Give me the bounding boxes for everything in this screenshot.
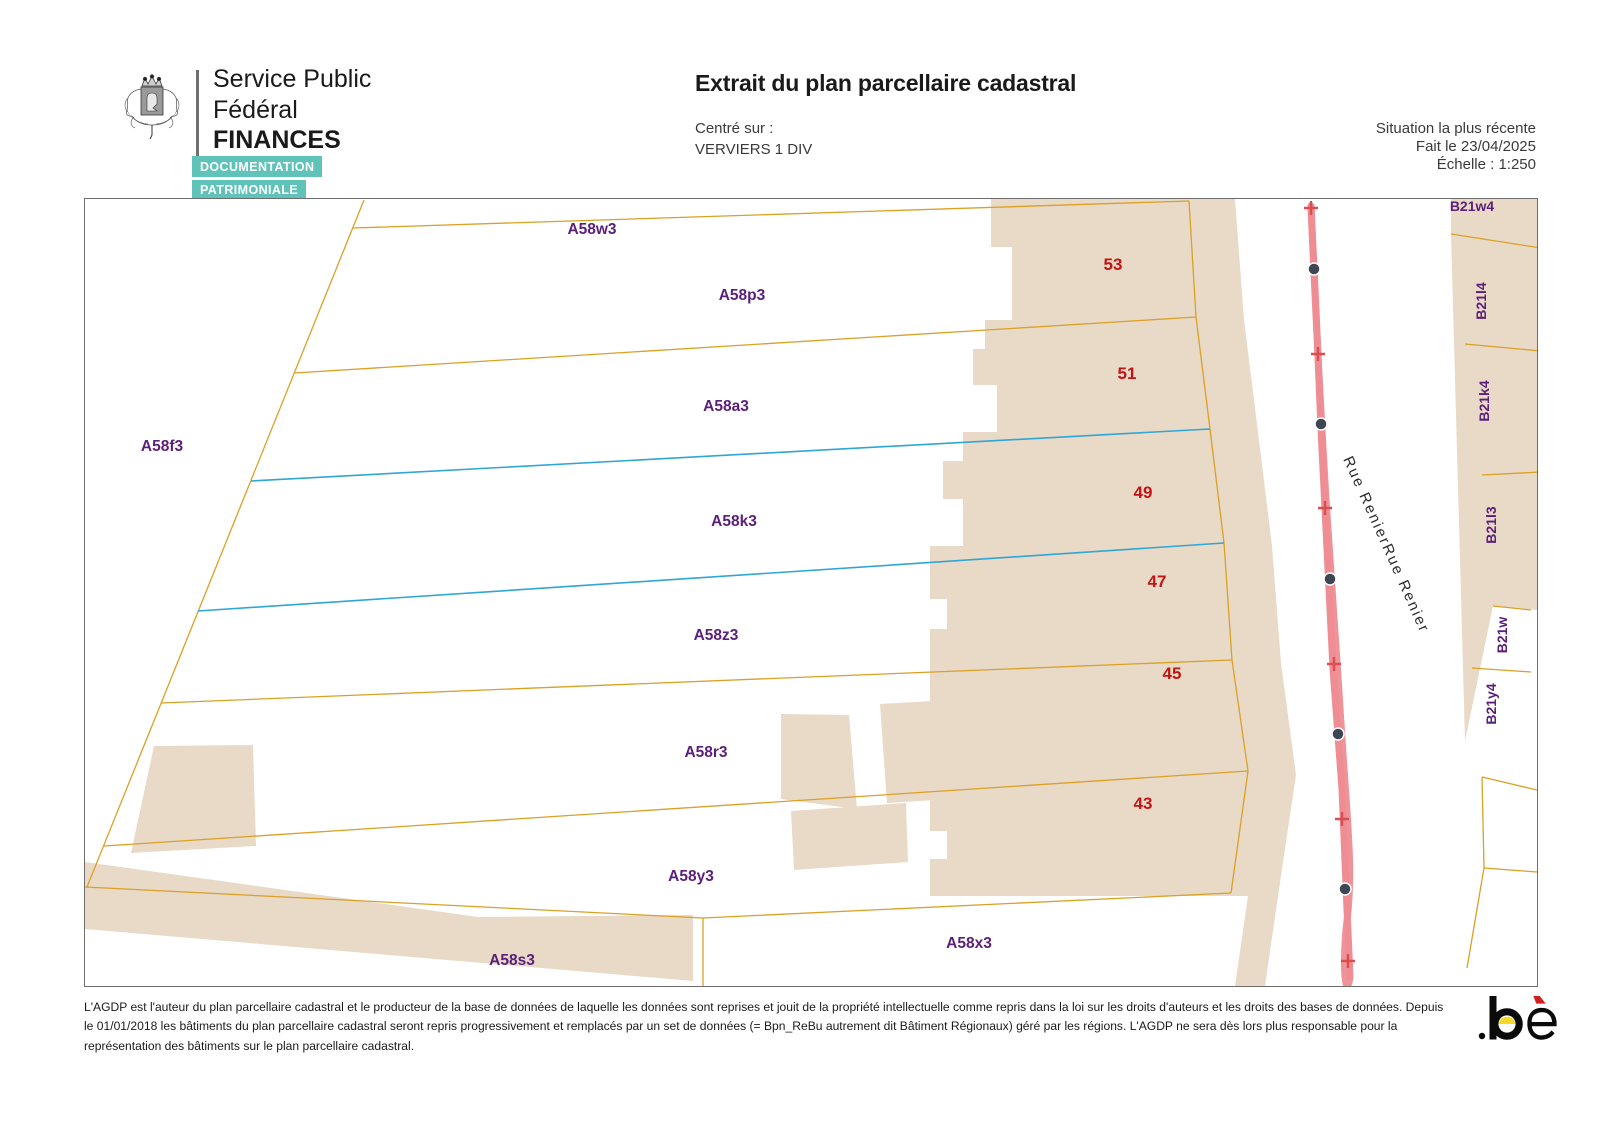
svg-text:A58k3: A58k3 [711,513,757,530]
svg-text:53: 53 [1104,255,1123,274]
svg-text:A58r3: A58r3 [684,744,727,761]
svg-text:B21w: B21w [1494,617,1510,654]
svg-text:A58y3: A58y3 [668,868,714,885]
svg-text:A58x3: A58x3 [946,935,992,952]
svg-text:A58a3: A58a3 [703,398,749,415]
svg-text:A58w3: A58w3 [567,221,616,238]
svg-text:43: 43 [1134,794,1153,813]
svg-text:A58z3: A58z3 [694,627,739,644]
svg-text:A58s3: A58s3 [489,952,535,969]
svg-text:51: 51 [1118,364,1137,383]
svg-text:B21k4: B21k4 [1476,380,1492,421]
svg-text:B21w4: B21w4 [1450,199,1495,214]
svg-text:B21y4: B21y4 [1483,683,1499,724]
svg-text:Rue RenierRue Renier: Rue RenierRue Renier [1339,454,1433,636]
svg-text:47: 47 [1148,572,1167,591]
svg-text:49: 49 [1134,483,1153,502]
svg-text:B21l4: B21l4 [1473,282,1489,320]
svg-text:45: 45 [1163,664,1182,683]
svg-text:A58p3: A58p3 [719,287,766,304]
svg-text:B21l3: B21l3 [1483,506,1499,544]
svg-text:A58f3: A58f3 [141,438,184,455]
